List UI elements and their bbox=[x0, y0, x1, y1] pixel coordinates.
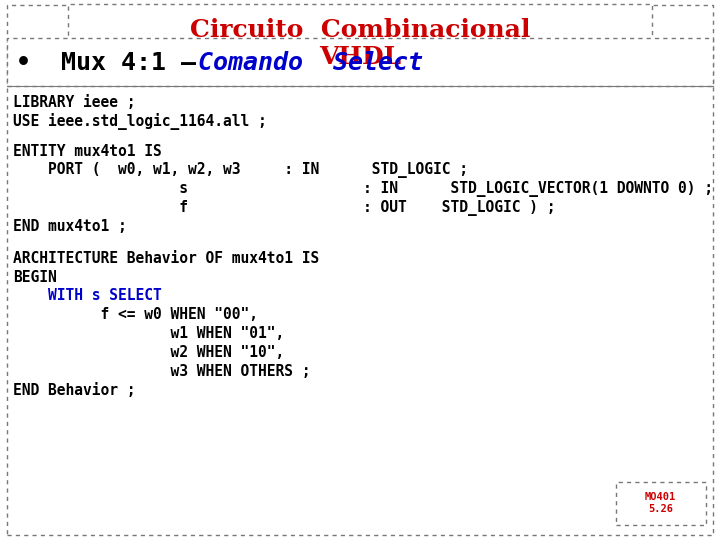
Text: •  Mux 4:1 –: • Mux 4:1 – bbox=[16, 51, 211, 75]
Text: w1 WHEN "01",: w1 WHEN "01", bbox=[13, 326, 284, 341]
Text: MO401
5.26: MO401 5.26 bbox=[645, 492, 676, 514]
Text: Comando  Select: Comando Select bbox=[198, 51, 423, 75]
Text: VHDL: VHDL bbox=[319, 45, 401, 69]
Text: s                    : IN      STD_LOGIC_VECTOR(1 DOWNTO 0) ;: s : IN STD_LOGIC_VECTOR(1 DOWNTO 0) ; bbox=[13, 181, 713, 197]
Text: LIBRARY ieee ;: LIBRARY ieee ; bbox=[13, 95, 135, 110]
Text: PORT (  w0, w1, w2, w3     : IN      STD_LOGIC ;: PORT ( w0, w1, w2, w3 : IN STD_LOGIC ; bbox=[13, 162, 468, 178]
Text: BEGIN: BEGIN bbox=[13, 269, 57, 285]
Bar bbox=[7, 38, 713, 86]
Bar bbox=[616, 482, 706, 525]
Text: f <= w0 WHEN "00",: f <= w0 WHEN "00", bbox=[13, 307, 258, 322]
Text: ARCHITECTURE Behavior OF mux4to1 IS: ARCHITECTURE Behavior OF mux4to1 IS bbox=[13, 251, 319, 266]
Bar bbox=[68, 4, 652, 84]
Text: f                    : OUT    STD_LOGIC ) ;: f : OUT STD_LOGIC ) ; bbox=[13, 200, 555, 216]
Text: END mux4to1 ;: END mux4to1 ; bbox=[13, 219, 127, 234]
Text: Circuito  Combinacional: Circuito Combinacional bbox=[190, 18, 530, 42]
Text: END Behavior ;: END Behavior ; bbox=[13, 383, 135, 398]
Text: w2 WHEN "10",: w2 WHEN "10", bbox=[13, 345, 284, 360]
Text: ENTITY mux4to1 IS: ENTITY mux4to1 IS bbox=[13, 144, 162, 159]
Text: WITH s SELECT: WITH s SELECT bbox=[13, 288, 162, 303]
Text: USE ieee.std_logic_1164.all ;: USE ieee.std_logic_1164.all ; bbox=[13, 113, 266, 130]
Text: w3 WHEN OTHERS ;: w3 WHEN OTHERS ; bbox=[13, 364, 310, 379]
